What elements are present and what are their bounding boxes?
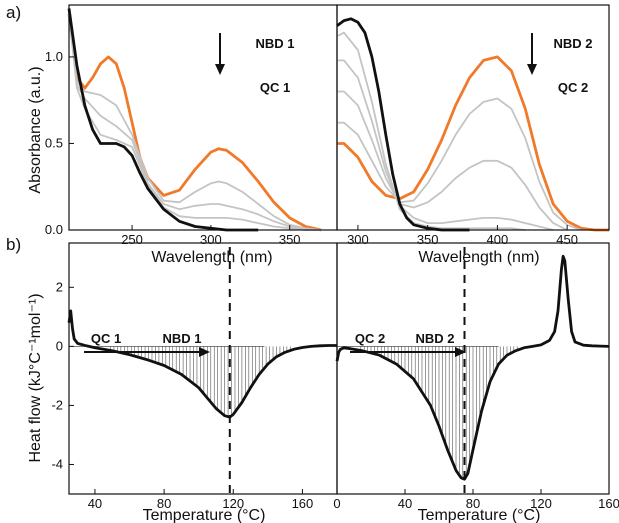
arrow-head [215,64,225,75]
series-line-orange-0 [67,13,322,232]
y-tick-label: 0.5 [45,135,63,150]
annotation-label: NBD 1 [255,36,294,51]
y-tick-label: 2 [56,279,63,294]
x-tick-label: 40 [398,496,412,511]
annotation-label: NBD 1 [162,331,201,346]
series-line-black-0 [67,309,337,419]
absorbance-panel-nbd1: 250 300 350 0.0 0.5 1.0 NBD 1 QC 1 [45,4,338,247]
series-line-gray-2 [337,90,568,231]
x-tick-label: 80 [157,496,171,511]
y-axis-title-heatflow: Heat flow (kJ°C⁻¹mol⁻¹) [27,293,44,462]
x-tick-label: 80 [466,496,480,511]
annotation-label: NBD 2 [553,36,592,51]
arrow-head [455,347,466,357]
x-tick-label: 350 [279,232,301,247]
x-tick-label: 450 [556,232,578,247]
annotation-label: NBD 2 [415,331,454,346]
series-line-gray-3 [337,59,554,231]
annotation-label: QC 2 [558,80,588,95]
x-tick-label: 400 [487,232,509,247]
annotation-label: QC 2 [355,331,385,346]
x-tick-label: 350 [417,232,439,247]
x-tick-label: 160 [292,496,314,511]
x-tick-label: 0 [333,496,340,511]
x-axis-title-a1: Wavelength (nm) [151,249,272,266]
series-line-gray-2 [68,13,322,231]
x-tick-label: 160 [598,496,619,511]
x-tick-label: 40 [88,496,102,511]
x-axis-title-b1: Temperature (°C) [143,507,266,523]
series-line-black-5 [336,17,470,232]
heatflow-panel-nbd2: 0 40 80 120 160 QC 2 NBD 2 [333,242,619,511]
annotation-label: QC 1 [260,80,290,95]
arrow-head [199,347,210,357]
plot-frame [68,242,338,495]
series-line-black-4 [67,8,259,232]
panel-b-label: b) [6,235,21,254]
series-line-gray-1 [337,97,582,231]
x-tick-label: 300 [200,232,222,247]
x-axis-title-a2: Wavelength (nm) [418,249,539,266]
annotation-label: QC 1 [91,331,121,346]
y-tick-label: -2 [51,397,63,412]
y-axis-title-absorbance: Absorbance (a.u.) [27,66,44,193]
y-tick-label: 0 [56,338,63,353]
series-line-orange-0 [337,55,609,232]
absorbance-panel-nbd2: 300 350 400 450 NBD 2 QC 2 [336,4,610,247]
arrow-head [527,64,537,75]
plot-frame [336,4,610,231]
series-line-gray-3 [68,13,322,231]
y-tick-label: 0.0 [45,222,63,237]
x-tick-label: 120 [530,496,552,511]
panel-a-label: a) [6,3,21,22]
series-line-gray-1 [68,13,322,231]
x-tick-label: 250 [121,232,143,247]
plot-frame [68,4,338,231]
x-tick-label: 120 [222,496,244,511]
series-line-black-0 [335,254,610,481]
heatflow-panel-nbd1: 40 80 120 160 2 0 -2 -4 QC 1 NBD 1 [51,242,338,511]
x-axis-title-b2: Temperature (°C) [418,507,541,523]
y-tick-label: -4 [51,456,63,471]
y-tick-label: 1.0 [45,49,63,64]
x-tick-label: 300 [347,232,369,247]
